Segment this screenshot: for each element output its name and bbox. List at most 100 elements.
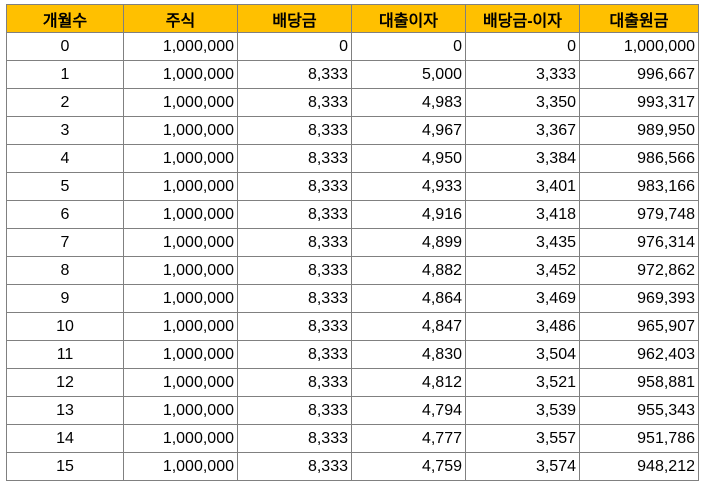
principal-cell[interactable]: 979,748 xyxy=(579,200,699,229)
principal-cell[interactable]: 965,907 xyxy=(579,312,699,341)
stock-cell[interactable]: 1,000,000 xyxy=(123,312,238,341)
interest-cell[interactable]: 4,967 xyxy=(351,116,466,145)
dividend-cell[interactable]: 8,333 xyxy=(237,452,352,481)
net-cell[interactable]: 3,435 xyxy=(465,228,580,257)
net-cell[interactable]: 3,452 xyxy=(465,256,580,285)
month-cell[interactable]: 1 xyxy=(6,60,124,89)
month-cell[interactable]: 4 xyxy=(6,144,124,173)
interest-cell[interactable]: 4,830 xyxy=(351,340,466,369)
dividend-cell[interactable]: 8,333 xyxy=(237,256,352,285)
header-loan-interest[interactable]: 대출이자 xyxy=(351,4,466,33)
stock-cell[interactable]: 1,000,000 xyxy=(123,32,238,61)
month-cell[interactable]: 5 xyxy=(6,172,124,201)
principal-cell[interactable]: 969,393 xyxy=(579,284,699,313)
net-cell[interactable]: 3,521 xyxy=(465,368,580,397)
stock-cell[interactable]: 1,000,000 xyxy=(123,368,238,397)
interest-cell[interactable]: 4,794 xyxy=(351,396,466,425)
stock-cell[interactable]: 1,000,000 xyxy=(123,228,238,257)
dividend-cell[interactable]: 8,333 xyxy=(237,200,352,229)
net-cell[interactable]: 3,486 xyxy=(465,312,580,341)
month-cell[interactable]: 15 xyxy=(6,452,124,481)
net-cell[interactable]: 3,401 xyxy=(465,172,580,201)
header-dividend[interactable]: 배당금 xyxy=(237,4,352,33)
dividend-cell[interactable]: 8,333 xyxy=(237,312,352,341)
interest-cell[interactable]: 4,983 xyxy=(351,88,466,117)
interest-cell[interactable]: 4,899 xyxy=(351,228,466,257)
net-cell[interactable]: 3,418 xyxy=(465,200,580,229)
month-cell[interactable]: 0 xyxy=(6,32,124,61)
net-cell[interactable]: 3,384 xyxy=(465,144,580,173)
dividend-cell[interactable]: 8,333 xyxy=(237,396,352,425)
month-cell[interactable]: 8 xyxy=(6,256,124,285)
stock-cell[interactable]: 1,000,000 xyxy=(123,452,238,481)
principal-cell[interactable]: 962,403 xyxy=(579,340,699,369)
month-cell[interactable]: 3 xyxy=(6,116,124,145)
principal-cell[interactable]: 948,212 xyxy=(579,452,699,481)
header-stock[interactable]: 주식 xyxy=(123,4,238,33)
dividend-cell[interactable]: 8,333 xyxy=(237,368,352,397)
interest-cell[interactable]: 5,000 xyxy=(351,60,466,89)
dividend-cell[interactable]: 8,333 xyxy=(237,116,352,145)
principal-cell[interactable]: 989,950 xyxy=(579,116,699,145)
month-cell[interactable]: 13 xyxy=(6,396,124,425)
dividend-cell[interactable]: 8,333 xyxy=(237,284,352,313)
dividend-cell[interactable]: 8,333 xyxy=(237,340,352,369)
stock-cell[interactable]: 1,000,000 xyxy=(123,256,238,285)
month-cell[interactable]: 7 xyxy=(6,228,124,257)
net-cell[interactable]: 3,557 xyxy=(465,424,580,453)
principal-cell[interactable]: 951,786 xyxy=(579,424,699,453)
principal-cell[interactable]: 955,343 xyxy=(579,396,699,425)
dividend-cell[interactable]: 8,333 xyxy=(237,144,352,173)
net-cell[interactable]: 3,367 xyxy=(465,116,580,145)
interest-cell[interactable]: 4,864 xyxy=(351,284,466,313)
net-cell[interactable]: 3,333 xyxy=(465,60,580,89)
interest-cell[interactable]: 4,777 xyxy=(351,424,466,453)
dividend-cell[interactable]: 8,333 xyxy=(237,228,352,257)
header-dividend-minus-interest[interactable]: 배당금-이자 xyxy=(465,4,580,33)
principal-cell[interactable]: 983,166 xyxy=(579,172,699,201)
stock-cell[interactable]: 1,000,000 xyxy=(123,424,238,453)
dividend-cell[interactable]: 8,333 xyxy=(237,60,352,89)
principal-cell[interactable]: 993,317 xyxy=(579,88,699,117)
month-cell[interactable]: 11 xyxy=(6,340,124,369)
month-cell[interactable]: 9 xyxy=(6,284,124,313)
month-cell[interactable]: 12 xyxy=(6,368,124,397)
dividend-cell[interactable]: 0 xyxy=(237,32,352,61)
net-cell[interactable]: 3,504 xyxy=(465,340,580,369)
stock-cell[interactable]: 1,000,000 xyxy=(123,340,238,369)
principal-cell[interactable]: 972,862 xyxy=(579,256,699,285)
month-cell[interactable]: 2 xyxy=(6,88,124,117)
header-loan-principal[interactable]: 대출원금 xyxy=(579,4,699,33)
principal-cell[interactable]: 996,667 xyxy=(579,60,699,89)
stock-cell[interactable]: 1,000,000 xyxy=(123,172,238,201)
interest-cell[interactable]: 4,933 xyxy=(351,172,466,201)
stock-cell[interactable]: 1,000,000 xyxy=(123,60,238,89)
month-cell[interactable]: 10 xyxy=(6,312,124,341)
net-cell[interactable]: 3,469 xyxy=(465,284,580,313)
principal-cell[interactable]: 1,000,000 xyxy=(579,32,699,61)
dividend-cell[interactable]: 8,333 xyxy=(237,172,352,201)
interest-cell[interactable]: 4,847 xyxy=(351,312,466,341)
dividend-cell[interactable]: 8,333 xyxy=(237,424,352,453)
header-months[interactable]: 개월수 xyxy=(6,4,124,33)
interest-cell[interactable]: 4,950 xyxy=(351,144,466,173)
stock-cell[interactable]: 1,000,000 xyxy=(123,396,238,425)
net-cell[interactable]: 3,350 xyxy=(465,88,580,117)
interest-cell[interactable]: 0 xyxy=(351,32,466,61)
month-cell[interactable]: 14 xyxy=(6,424,124,453)
net-cell[interactable]: 0 xyxy=(465,32,580,61)
stock-cell[interactable]: 1,000,000 xyxy=(123,200,238,229)
net-cell[interactable]: 3,539 xyxy=(465,396,580,425)
stock-cell[interactable]: 1,000,000 xyxy=(123,116,238,145)
principal-cell[interactable]: 976,314 xyxy=(579,228,699,257)
stock-cell[interactable]: 1,000,000 xyxy=(123,284,238,313)
principal-cell[interactable]: 986,566 xyxy=(579,144,699,173)
stock-cell[interactable]: 1,000,000 xyxy=(123,144,238,173)
stock-cell[interactable]: 1,000,000 xyxy=(123,88,238,117)
interest-cell[interactable]: 4,882 xyxy=(351,256,466,285)
month-cell[interactable]: 6 xyxy=(6,200,124,229)
principal-cell[interactable]: 958,881 xyxy=(579,368,699,397)
dividend-cell[interactable]: 8,333 xyxy=(237,88,352,117)
net-cell[interactable]: 3,574 xyxy=(465,452,580,481)
interest-cell[interactable]: 4,916 xyxy=(351,200,466,229)
